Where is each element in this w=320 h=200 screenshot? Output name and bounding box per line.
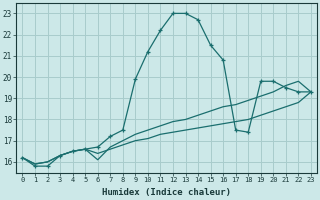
X-axis label: Humidex (Indice chaleur): Humidex (Indice chaleur) xyxy=(102,188,231,197)
